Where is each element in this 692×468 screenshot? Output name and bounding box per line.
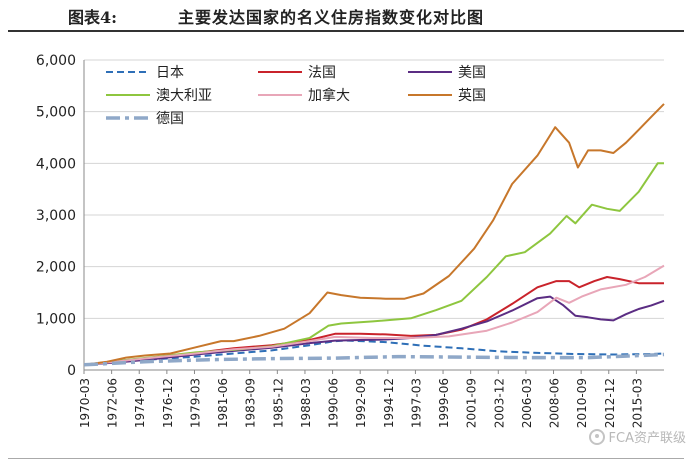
y-tick-label: 1,000 <box>36 311 76 327</box>
x-tick-label: 2008-06 <box>548 378 562 428</box>
series-line-英国 <box>83 103 665 366</box>
title-divider <box>8 30 684 32</box>
x-tick-label: 2001-09 <box>465 378 479 428</box>
legend-label: 德国 <box>156 111 184 127</box>
x-tick-label: 2006-03 <box>520 378 534 428</box>
legend-label: 日本 <box>156 65 184 81</box>
x-tick-label: 1970-03 <box>78 378 92 428</box>
watermark: FCA资产联级 <box>588 427 686 446</box>
series-line-美国 <box>83 295 665 366</box>
wechat-logo-icon <box>588 428 605 445</box>
x-tick-label: 2015-03 <box>630 378 644 428</box>
x-tick-label: 1985-12 <box>271 378 285 428</box>
legend-label: 加拿大 <box>308 87 350 104</box>
x-tick-label: 1979-03 <box>188 378 202 428</box>
y-tick-label: 3,000 <box>36 208 76 224</box>
x-tick-label: 2012-12 <box>603 378 617 428</box>
series-line-加拿大 <box>83 264 665 366</box>
y-tick-label: 6,000 <box>36 53 76 69</box>
x-tick-label: 1999-06 <box>437 378 451 428</box>
x-tick-label: 1974-09 <box>133 378 147 428</box>
x-tick-label: 1981-06 <box>216 378 230 428</box>
figure-number: 图表4: <box>68 8 118 27</box>
title-bar: 图表4: 主要发达国家的名义住房指数变化对比图 <box>0 0 692 28</box>
x-tick-label: 2003-12 <box>492 378 506 428</box>
x-tick-label: 1988-03 <box>299 378 313 428</box>
x-tick-label: 1972-06 <box>106 378 120 428</box>
x-tick-label: 1992-09 <box>354 378 368 428</box>
legend-label: 美国 <box>458 65 486 81</box>
chart-title: 主要发达国家的名义住房指数变化对比图 <box>178 8 485 27</box>
legend-label: 澳大利亚 <box>156 88 212 104</box>
series-line-日本 <box>83 339 665 366</box>
y-tick-label: 4,000 <box>36 156 76 172</box>
x-tick-label: 1990-06 <box>327 378 341 428</box>
y-tick-label: 0 <box>67 363 76 379</box>
bottom-divider <box>8 458 684 459</box>
legend-label: 法国 <box>308 65 336 81</box>
x-tick-label: 1994-12 <box>382 378 396 428</box>
x-tick-label: 1997-03 <box>409 378 423 428</box>
x-tick-label: 1983-09 <box>244 378 258 428</box>
x-tick-label: 1976-12 <box>161 378 175 428</box>
y-tick-label: 2,000 <box>36 260 76 276</box>
y-tick-label: 5,000 <box>36 105 76 121</box>
watermark-text: FCA资产联级 <box>608 431 686 446</box>
legend-label: 英国 <box>458 87 486 104</box>
x-tick-label: 2010-09 <box>575 378 589 428</box>
series-line-德国 <box>83 352 665 367</box>
